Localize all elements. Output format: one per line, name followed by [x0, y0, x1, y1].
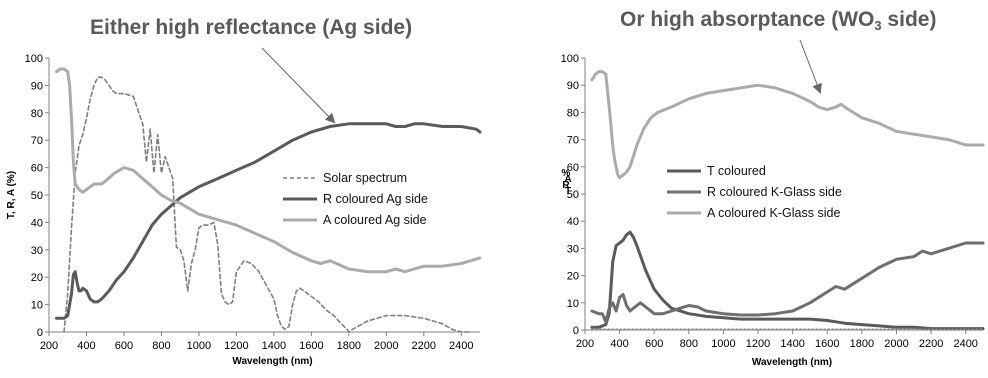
y-tick-label: 50 [567, 189, 579, 201]
y-tick-label: 10 [567, 298, 579, 310]
legend-label: R coloured Ag side [323, 192, 428, 206]
y-tick-label: 70 [31, 135, 43, 147]
x-tick-label: 2400 [449, 340, 473, 352]
x-tick-label: 400 [77, 340, 95, 352]
y-tick-label: 100 [25, 53, 43, 65]
series-line-2 [55, 122, 482, 320]
x-tick-label: 600 [645, 338, 663, 350]
y-axis-title-char: A [564, 174, 571, 185]
x-tick-label: 400 [610, 338, 628, 350]
y-tick-label: 40 [567, 216, 579, 228]
x-tick-label: 1400 [262, 340, 286, 352]
y-axis-title-char: % [562, 168, 571, 179]
y-tick-label: 60 [31, 163, 43, 175]
x-tick-label: 800 [680, 338, 698, 350]
y-tick-label: 10 [31, 300, 43, 312]
y-tick-label: 90 [567, 80, 579, 92]
annotation-subscript: 3 [874, 18, 882, 33]
legend-label: R coloured K-Glass side [707, 185, 842, 199]
y-tick-label: 0 [573, 325, 579, 337]
x-axis-title: Wavelength (nm) [232, 356, 312, 367]
y-tick-label: 40 [31, 217, 43, 229]
annotation-text: Or high absorptance (WO [620, 8, 875, 31]
y-tick-label: 20 [31, 272, 43, 284]
legend-label: A coloured Ag side [323, 213, 427, 227]
left-chart-annotation: Either high reflectance (Ag side) [90, 16, 413, 39]
y-tick-label: 60 [567, 162, 579, 174]
legend-label: T coloured [707, 164, 766, 178]
x-tick-label: 200 [40, 340, 58, 352]
legend-label: A coloured K-Glass side [707, 206, 840, 220]
right-chart-annotation: Or high absorptance (WO3 side) [620, 8, 936, 33]
y-tick-label: 90 [31, 80, 43, 92]
series-line-1 [590, 230, 985, 331]
y-tick-label: 50 [31, 190, 43, 202]
x-tick-label: 2200 [412, 340, 436, 352]
x-tick-label: 200 [576, 338, 594, 350]
annotation-arrow [261, 47, 336, 124]
series-line-1 [63, 76, 472, 333]
y-tick-label: 80 [31, 108, 43, 120]
x-tick-label: 2400 [953, 338, 977, 350]
y-axis-title-char: T [565, 186, 571, 197]
x-tick-label: 1200 [746, 338, 770, 350]
y-axis-title: T, R, A (%) [6, 171, 17, 219]
series-line-2 [590, 241, 985, 324]
x-tick-label: 2200 [919, 338, 943, 350]
y-tick-label: 30 [567, 243, 579, 255]
y-tick-label: 100 [561, 53, 579, 65]
y-tick-label: 0 [37, 327, 43, 339]
chart-2: 0 10 20 30 40 50 60 70 80 90 100 200 400 600 800 1000 12… [561, 39, 985, 368]
x-tick-label: 2000 [884, 338, 908, 350]
x-tick-label: 1000 [711, 338, 735, 350]
y-axis-title-char: R [562, 180, 570, 191]
y-tick-label: 30 [31, 245, 43, 257]
series-line-3 [55, 67, 482, 274]
legend-label: Solar spectrum [323, 171, 407, 185]
annotation-text-suffix: side) [881, 8, 937, 31]
y-tick-label: 80 [567, 107, 579, 119]
x-tick-label: 1800 [850, 338, 874, 350]
x-tick-label: 1800 [337, 340, 361, 352]
y-tick-label: 70 [567, 135, 579, 147]
x-tick-label: 800 [152, 340, 170, 352]
annotation-arrow [799, 39, 822, 94]
x-tick-label: 1600 [299, 340, 323, 352]
series-line-3 [590, 70, 985, 180]
x-tick-label: 2000 [374, 340, 398, 352]
x-tick-label: 600 [115, 340, 133, 352]
x-tick-label: 1000 [187, 340, 211, 352]
x-axis-title: Wavelength (nm) [752, 357, 832, 368]
x-tick-label: 1200 [224, 340, 248, 352]
y-tick-label: 20 [567, 271, 579, 283]
chart-1: 0 10 20 30 40 50 60 70 80 90 100 200 400 600 800 1000 12… [6, 47, 482, 367]
x-tick-label: 1400 [780, 338, 804, 350]
x-tick-label: 1600 [815, 338, 839, 350]
